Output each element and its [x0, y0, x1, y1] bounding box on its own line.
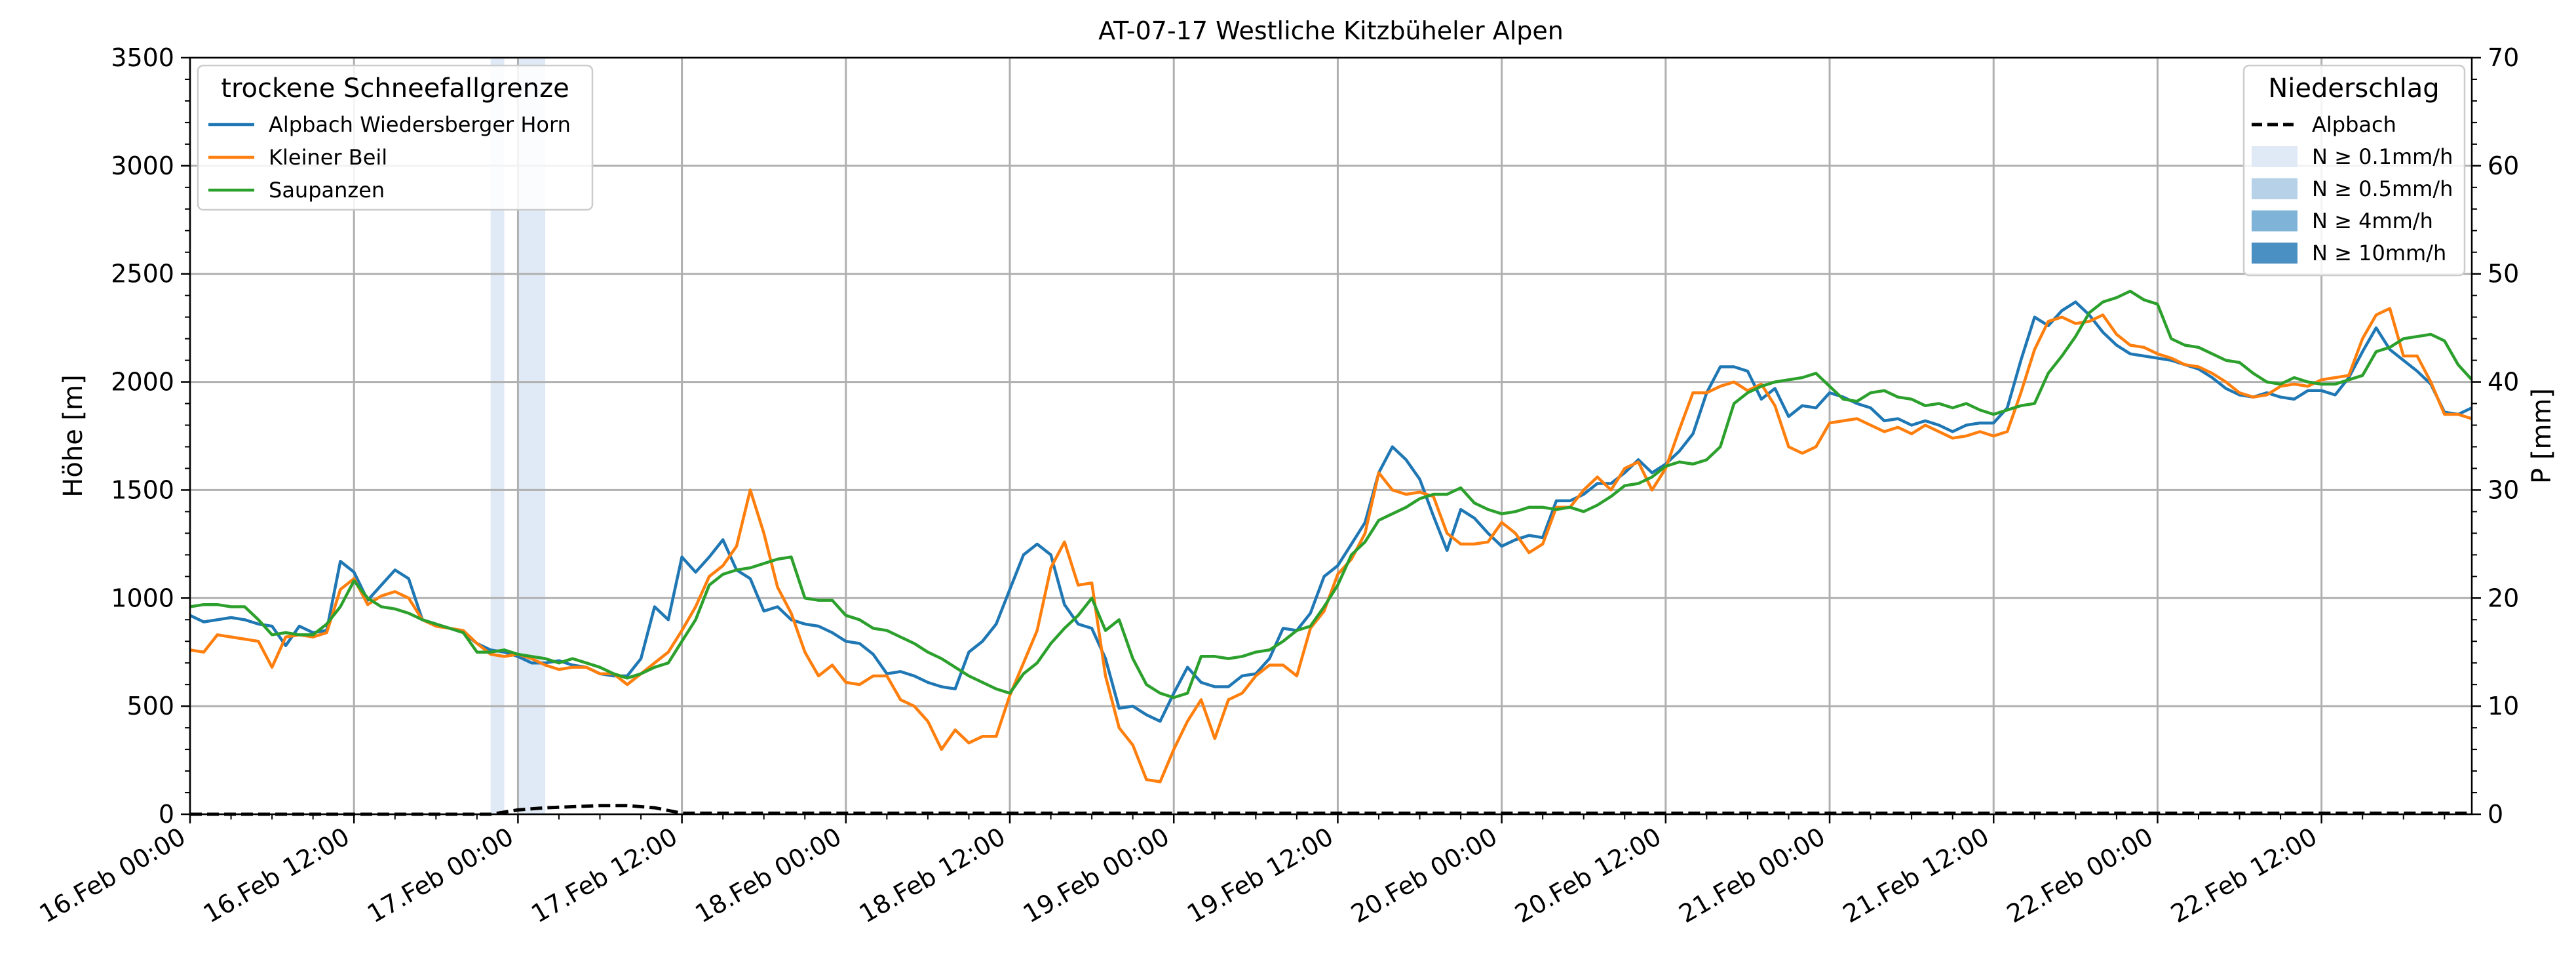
- legend-precip-label: N ≥ 0.5mm/h: [2312, 176, 2453, 201]
- legend-precipitation-items: Alpbach N ≥ 0.1mm/h N ≥ 0.5mm/h N ≥ 4mm/h N …: [2252, 112, 2453, 266]
- legend-snowline-label: Alpbach Wiedersberger Horn: [269, 112, 571, 137]
- legend-snowline-box: [197, 64, 594, 211]
- series-line-alpbach-wiedersberger-horn: [189, 300, 2472, 723]
- legend-precipitation-box: [2242, 64, 2466, 277]
- legend-precip-swatch: [2252, 210, 2297, 231]
- y-tick-label: 2500: [111, 260, 174, 288]
- y2-tick-label: 10: [2488, 692, 2519, 720]
- series-line-saupanzen: [189, 289, 2473, 700]
- y2-tick-label: 30: [2488, 475, 2519, 504]
- legend-snowline-label: Saupanzen: [269, 178, 385, 203]
- y-tick-label: 3000: [111, 151, 174, 180]
- y2-tick-label: 50: [2488, 260, 2519, 288]
- legend-snowline-label: Kleiner Beil: [269, 145, 387, 170]
- legend-precip-label: Alpbach: [2312, 112, 2396, 137]
- series-line-kleiner-beil: [189, 307, 2472, 783]
- chart-title: AT-07-17 Westliche Kitzbüheler Alpen: [1098, 16, 1564, 45]
- y-tick-label: 3500: [111, 43, 174, 72]
- precip-band-0: [490, 58, 505, 814]
- legend-precip-label: N ≥ 10mm/h: [2312, 241, 2446, 266]
- y-tick-label: 500: [126, 692, 174, 720]
- precipitation-series: [190, 804, 2472, 816]
- y2-tick-label: 0: [2488, 800, 2503, 829]
- y-tick-label: 0: [159, 800, 174, 829]
- legend-precip-swatch: [2252, 146, 2297, 167]
- legend-snowline-items: Alpbach Wiedersberger Horn Kleiner Beil Sa…: [208, 112, 571, 203]
- legend-precipitation: Niederschlag Alpbach N ≥ 0.1mm/h N ≥ 0.5mm…: [2242, 64, 2466, 277]
- legend-precipitation-title: Niederschlag: [2268, 73, 2439, 104]
- y-axis-label: Höhe [m]: [58, 374, 88, 497]
- legend-precip-label: N ≥ 4mm/h: [2312, 208, 2433, 233]
- plot-frame: [189, 56, 2473, 816]
- legend-precip-swatch: [2252, 178, 2297, 199]
- legend-snowline-title: trockene Schneefallgrenze: [221, 73, 569, 104]
- legend-precip-label: N ≥ 0.1mm/h: [2312, 144, 2453, 169]
- y2-tick-label: 40: [2488, 368, 2519, 397]
- y-tick-label: 2000: [111, 368, 174, 397]
- y-tick-label: 1000: [111, 583, 174, 612]
- legend-precip-swatch: [2252, 243, 2297, 264]
- y2-tick-label: 70: [2488, 43, 2519, 72]
- y2-axis-ticks: 0 10 20 30 40 50 60 70: [2472, 43, 2519, 829]
- legend-snowline: trockene Schneefallgrenze Alpbach Wieder…: [197, 64, 594, 211]
- precip-line-alpbach: [190, 804, 2472, 816]
- y2-tick-label: 20: [2488, 583, 2519, 612]
- y-axis-ticks: 0 500 1000 1500 2000 2500 3000 3500: [111, 43, 190, 829]
- y2-tick-label: 60: [2488, 151, 2519, 180]
- y-tick-label: 1500: [111, 475, 174, 504]
- series-lines: [189, 289, 2473, 783]
- y2-axis-label: P [mm]: [2527, 388, 2557, 484]
